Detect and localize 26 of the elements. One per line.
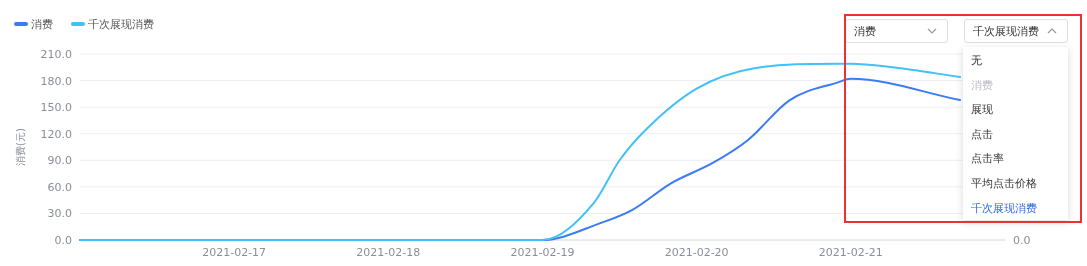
- x-tick-label: 2021-02-17: [202, 246, 267, 259]
- x-tick-label: 2021-02-20: [664, 246, 729, 259]
- y-tick-label: 30.0: [47, 207, 72, 221]
- picture-select-box: 消费: [845, 19, 948, 43]
- x-tick-label: 2021-02-21: [818, 246, 883, 259]
- y-tick-label: 120.0: [40, 127, 72, 141]
- y-tick-label: 210.0: [40, 48, 72, 61]
- annotation: 平均点击价格: [971, 176, 1037, 191]
- y-tick-label: 60.0: [47, 180, 72, 194]
- legend-label: 千次展现消费: [88, 18, 154, 31]
- annotation: 展现: [971, 102, 993, 118]
- x-tick-label: 2021-02-18: [356, 246, 421, 259]
- picture-select-box: 千次展现消费: [964, 19, 1068, 43]
- annotation: 无: [971, 53, 982, 68]
- y-tick-label: 150.0: [40, 101, 72, 115]
- y-tick-label: 180.0: [40, 74, 72, 88]
- annotation: 千次展现消费: [971, 200, 1037, 216]
- y-tick-label: 90.0: [47, 154, 72, 168]
- annotation: 点击率: [971, 151, 1004, 167]
- annotation: 点击: [971, 126, 993, 142]
- annotation: 消费: [971, 77, 993, 93]
- y-tick-label: 0.0: [54, 234, 72, 247]
- legend-label: 消费: [31, 18, 53, 31]
- y-axis-title: 消费(元): [15, 128, 26, 166]
- text: 0.0: [1013, 234, 1031, 247]
- x-tick-label: 2021-02-19: [510, 246, 575, 259]
